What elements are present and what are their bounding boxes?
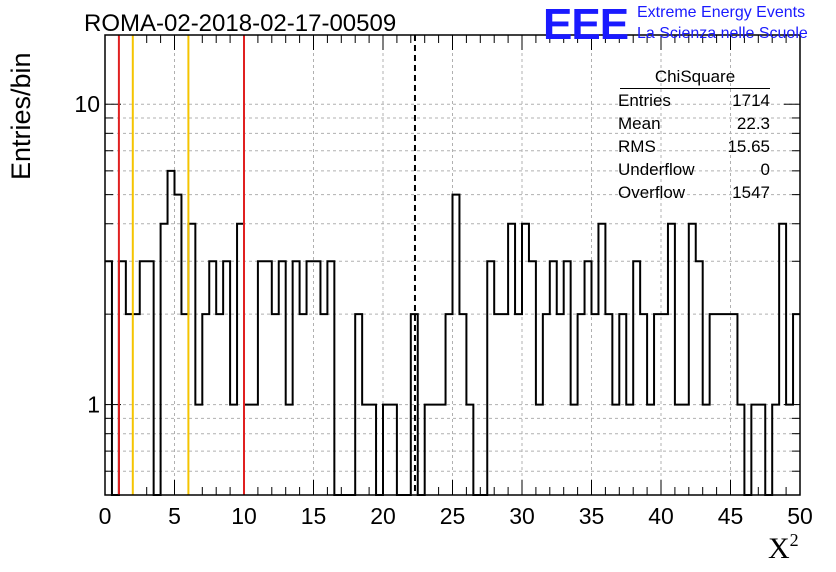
histogram-bin [453, 195, 460, 495]
stats-row-underflow: Underflow 0 [612, 158, 778, 181]
histogram-bin [265, 261, 272, 495]
stats-label: Overflow [618, 183, 686, 202]
x-tick-label: 25 [440, 503, 466, 529]
y-tick-label: 1 [87, 392, 100, 418]
stats-label: RMS [618, 137, 656, 156]
stats-value: 15.65 [727, 137, 770, 156]
histogram-bin [585, 261, 592, 495]
x-tick-label: 30 [509, 503, 535, 529]
histogram-bin [279, 261, 286, 495]
histogram-bin [105, 261, 112, 495]
histogram-bin [779, 224, 786, 495]
x-axis-label: X2 [768, 530, 799, 566]
histogram-bin [696, 261, 703, 495]
histogram-bin [633, 261, 640, 495]
logo-caption: Extreme Energy Events La Scienza nelle S… [637, 2, 808, 44]
stats-value: 1547 [732, 183, 770, 202]
stats-row-entries: Entries 1714 [612, 89, 778, 112]
x-tick-label: 5 [168, 503, 181, 529]
y-tick-label: 10 [74, 91, 100, 117]
logo-caption-line2: La Scienza nelle Scuole [637, 25, 808, 42]
x-axis-label-text: X [768, 532, 790, 565]
histogram-bin [529, 261, 536, 495]
stats-label: Entries [618, 91, 671, 110]
histogram-bin [119, 261, 126, 495]
stats-box: ChiSquare Entries 1714 Mean 22.3 RMS 15.65 … [612, 66, 778, 204]
stats-box-name: ChiSquare [620, 66, 770, 89]
histogram-bin [508, 224, 515, 495]
x-tick-label: 15 [301, 503, 327, 529]
stats-row-overflow: Overflow 1547 [612, 181, 778, 204]
chart-title: ROMA-02-2018-02-17-00509 [84, 10, 397, 37]
histogram-bin [147, 261, 154, 495]
histogram-bin [668, 224, 675, 495]
histogram-bin [293, 261, 300, 495]
x-tick-label: 35 [579, 503, 605, 529]
plot-frame [104, 34, 801, 496]
histogram-bin [168, 171, 175, 495]
histogram-bin [175, 195, 182, 495]
x-tick-label: 20 [370, 503, 396, 529]
stats-label: Mean [618, 114, 661, 133]
histogram-bin [550, 261, 557, 495]
eee-logo: EEE [543, 0, 629, 49]
stats-value: 22.3 [736, 114, 770, 133]
histogram-bin [161, 224, 168, 495]
histogram-bin [487, 261, 494, 495]
histogram-bin [522, 224, 529, 495]
histogram-bin [327, 261, 334, 495]
histogram-bin [237, 224, 244, 495]
histogram-bin [140, 261, 147, 495]
x-tick-label: 0 [99, 503, 112, 529]
histogram-bin [258, 261, 265, 495]
histogram-bin [307, 261, 314, 495]
stats-value: 1714 [732, 91, 770, 110]
histogram-bin [209, 261, 216, 495]
histogram-bin [314, 261, 321, 495]
logo-caption-line1: Extreme Energy Events [637, 4, 806, 21]
stats-row-rms: RMS 15.65 [612, 135, 778, 158]
x-axis-label-superscript: 2 [789, 530, 799, 550]
histogram-bin [564, 261, 571, 495]
x-tick-label: 10 [231, 503, 257, 529]
histogram-bin [689, 224, 696, 495]
stats-row-mean: Mean 22.3 [612, 112, 778, 135]
histogram-bin [188, 224, 195, 495]
histogram-outline [105, 169, 800, 496]
x-tick-label: 50 [787, 503, 813, 529]
stats-label: Underflow [618, 160, 695, 179]
histogram-bin [598, 224, 605, 495]
stats-value: 0 [760, 160, 770, 179]
x-tick-label: 40 [648, 503, 674, 529]
x-tick-label: 45 [718, 503, 744, 529]
histogram-bin [223, 261, 230, 495]
y-axis-label: Entries/bin [6, 52, 36, 180]
